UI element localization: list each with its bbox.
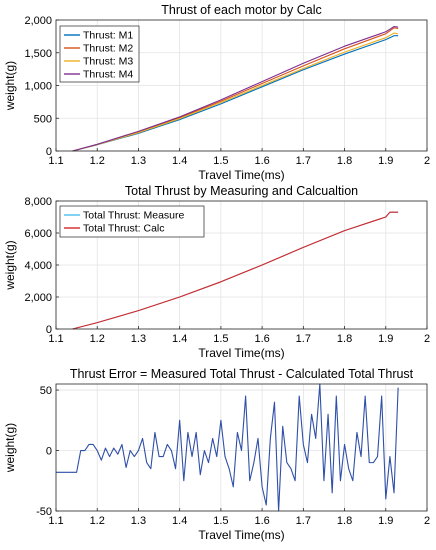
y-axis-label: weight(g) <box>3 61 17 111</box>
axes-box <box>55 383 428 512</box>
legend-label: Total Thrust: Calc <box>83 223 165 235</box>
y-tick-label: 4,000 <box>24 260 52 272</box>
y-axis-label: weight(g) <box>3 423 17 473</box>
x-tick-label: 2 <box>424 155 430 167</box>
x-axis-label: Travel Time(ms) <box>198 346 284 360</box>
x-tick-label: 1.7 <box>296 333 311 345</box>
legend-label: Thrust: M3 <box>83 56 133 68</box>
x-tick-label: 1.8 <box>337 515 352 527</box>
x-tick-label: 1.2 <box>90 515 105 527</box>
x-tick-label: 2 <box>424 515 430 527</box>
x-tick-label: 1.2 <box>90 155 105 167</box>
series-line-total-thrust-calc <box>72 211 399 330</box>
series-line-thrust-m4 <box>72 26 399 152</box>
x-tick-label: 1.2 <box>90 333 105 345</box>
x-tick-label: 1.9 <box>378 155 393 167</box>
legend-label: Total Thrust: Measure <box>83 210 185 222</box>
legend-label: Thrust: M1 <box>83 30 133 42</box>
x-tick-label: 1.3 <box>131 515 146 527</box>
chart-2: 1.1 1.2 1.3 1.4 1.5 1.6 1.7 1.8 1.9 2 0 2,000 4,000 6… <box>3 184 430 360</box>
y-tick-label: 2,000 <box>24 292 52 304</box>
x-tick-label: 1.4 <box>172 155 187 167</box>
x-axis-label: Travel Time(ms) <box>198 168 284 182</box>
x-tick-label: 1.8 <box>337 333 352 345</box>
x-tick-label: 1.9 <box>378 515 393 527</box>
y-tick-label: 50 <box>40 385 52 397</box>
y-tick-label: 6,000 <box>24 228 52 240</box>
x-tick-label: 2 <box>424 333 430 345</box>
x-tick-label: 1.6 <box>254 155 269 167</box>
x-tick-label: 1.8 <box>337 155 352 167</box>
chart-1: 1.1 1.2 1.3 1.4 1.5 1.6 1.7 1.8 1.9 2 0 500 1,000 1,5… <box>3 3 430 182</box>
chart-title: Total Thrust by Measuring and Calcualtio… <box>125 184 358 198</box>
x-tick-label: 1.7 <box>296 155 311 167</box>
x-tick-label: 1.7 <box>296 515 311 527</box>
y-tick-label: 0 <box>46 324 52 336</box>
x-tick-label: 1.9 <box>378 333 393 345</box>
legend-label: Thrust: M4 <box>83 69 133 81</box>
x-tick-label: 1.4 <box>172 333 187 345</box>
y-tick-label: 0 <box>46 446 52 458</box>
x-tick-label: 1.5 <box>213 333 228 345</box>
series-line-error <box>56 383 399 512</box>
series-line-thrust-m3 <box>72 32 399 152</box>
x-tick-label: 1.1 <box>48 155 63 167</box>
x-tick-label: 1.6 <box>254 333 269 345</box>
y-tick-label: 0 <box>46 146 52 158</box>
chart-title: Thrust of each motor by Calc <box>161 3 321 17</box>
x-tick-label: 1.1 <box>48 515 63 527</box>
x-axis-label: Travel Time(ms) <box>198 528 284 542</box>
chart-3: 1.1 1.2 1.3 1.4 1.5 1.6 1.7 1.8 1.9 2 -50 0 50 Thrust… <box>3 367 430 542</box>
x-tick-label: 1.5 <box>213 155 228 167</box>
x-tick-label: 1.1 <box>48 333 63 345</box>
y-axis-label: weight(g) <box>3 240 17 290</box>
y-tick-label: 500 <box>34 113 52 125</box>
y-tick-label: 2,000 <box>24 15 52 27</box>
y-tick-label: -50 <box>36 506 52 518</box>
legend-label: Thrust: M2 <box>83 43 133 55</box>
x-tick-label: 1.4 <box>172 515 187 527</box>
x-tick-label: 1.3 <box>131 155 146 167</box>
x-tick-label: 1.6 <box>254 515 269 527</box>
y-tick-label: 1,000 <box>24 81 52 93</box>
x-tick-label: 1.3 <box>131 333 146 345</box>
chart-title: Thrust Error = Measured Total Thrust - C… <box>70 367 414 381</box>
y-tick-label: 8,000 <box>24 196 52 208</box>
y-tick-label: 1,500 <box>24 48 52 60</box>
x-tick-label: 1.5 <box>213 515 228 527</box>
legend-box <box>59 205 205 238</box>
